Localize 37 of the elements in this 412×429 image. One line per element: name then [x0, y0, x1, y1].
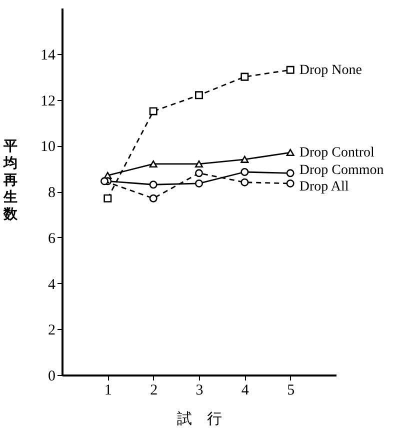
x-axis-title: 試 行 [177, 410, 222, 428]
series-label: Drop None [299, 62, 362, 78]
point [149, 180, 158, 189]
point [286, 66, 294, 74]
point [149, 160, 158, 168]
point [194, 91, 204, 100]
point [286, 169, 294, 178]
y-axis-title: 平均再生数 [2, 138, 18, 222]
y-tick-label: 4 [48, 276, 56, 293]
point [100, 177, 108, 186]
point [104, 194, 112, 202]
y-tick-label: 2 [48, 322, 56, 339]
point [240, 72, 249, 81]
x-tick-label: 3 [196, 382, 204, 398]
x-tick-label: 5 [287, 382, 295, 398]
point [194, 160, 204, 168]
x-tick-label: 1 [104, 382, 112, 398]
series-label: Drop All [299, 180, 349, 195]
x-tick-label: 2 [150, 382, 158, 398]
point [286, 148, 294, 156]
point [240, 168, 249, 176]
point [194, 169, 204, 178]
x-tick-label: 4 [241, 382, 250, 398]
y-tick-label: 10 [40, 139, 56, 156]
point [286, 179, 294, 188]
y-tick-label: 14 [40, 47, 56, 64]
y-tick-label: 8 [48, 185, 56, 201]
y-tick-label: 12 [40, 93, 56, 110]
y-tick-label: 6 [48, 230, 56, 247]
series-label: Drop Control [299, 146, 374, 161]
y-tick-label: 0 [48, 368, 56, 384]
point [240, 156, 249, 163]
point [194, 179, 204, 188]
point [240, 178, 249, 186]
point [149, 194, 158, 202]
point [149, 107, 158, 116]
series-label: Drop Common [299, 163, 384, 178]
